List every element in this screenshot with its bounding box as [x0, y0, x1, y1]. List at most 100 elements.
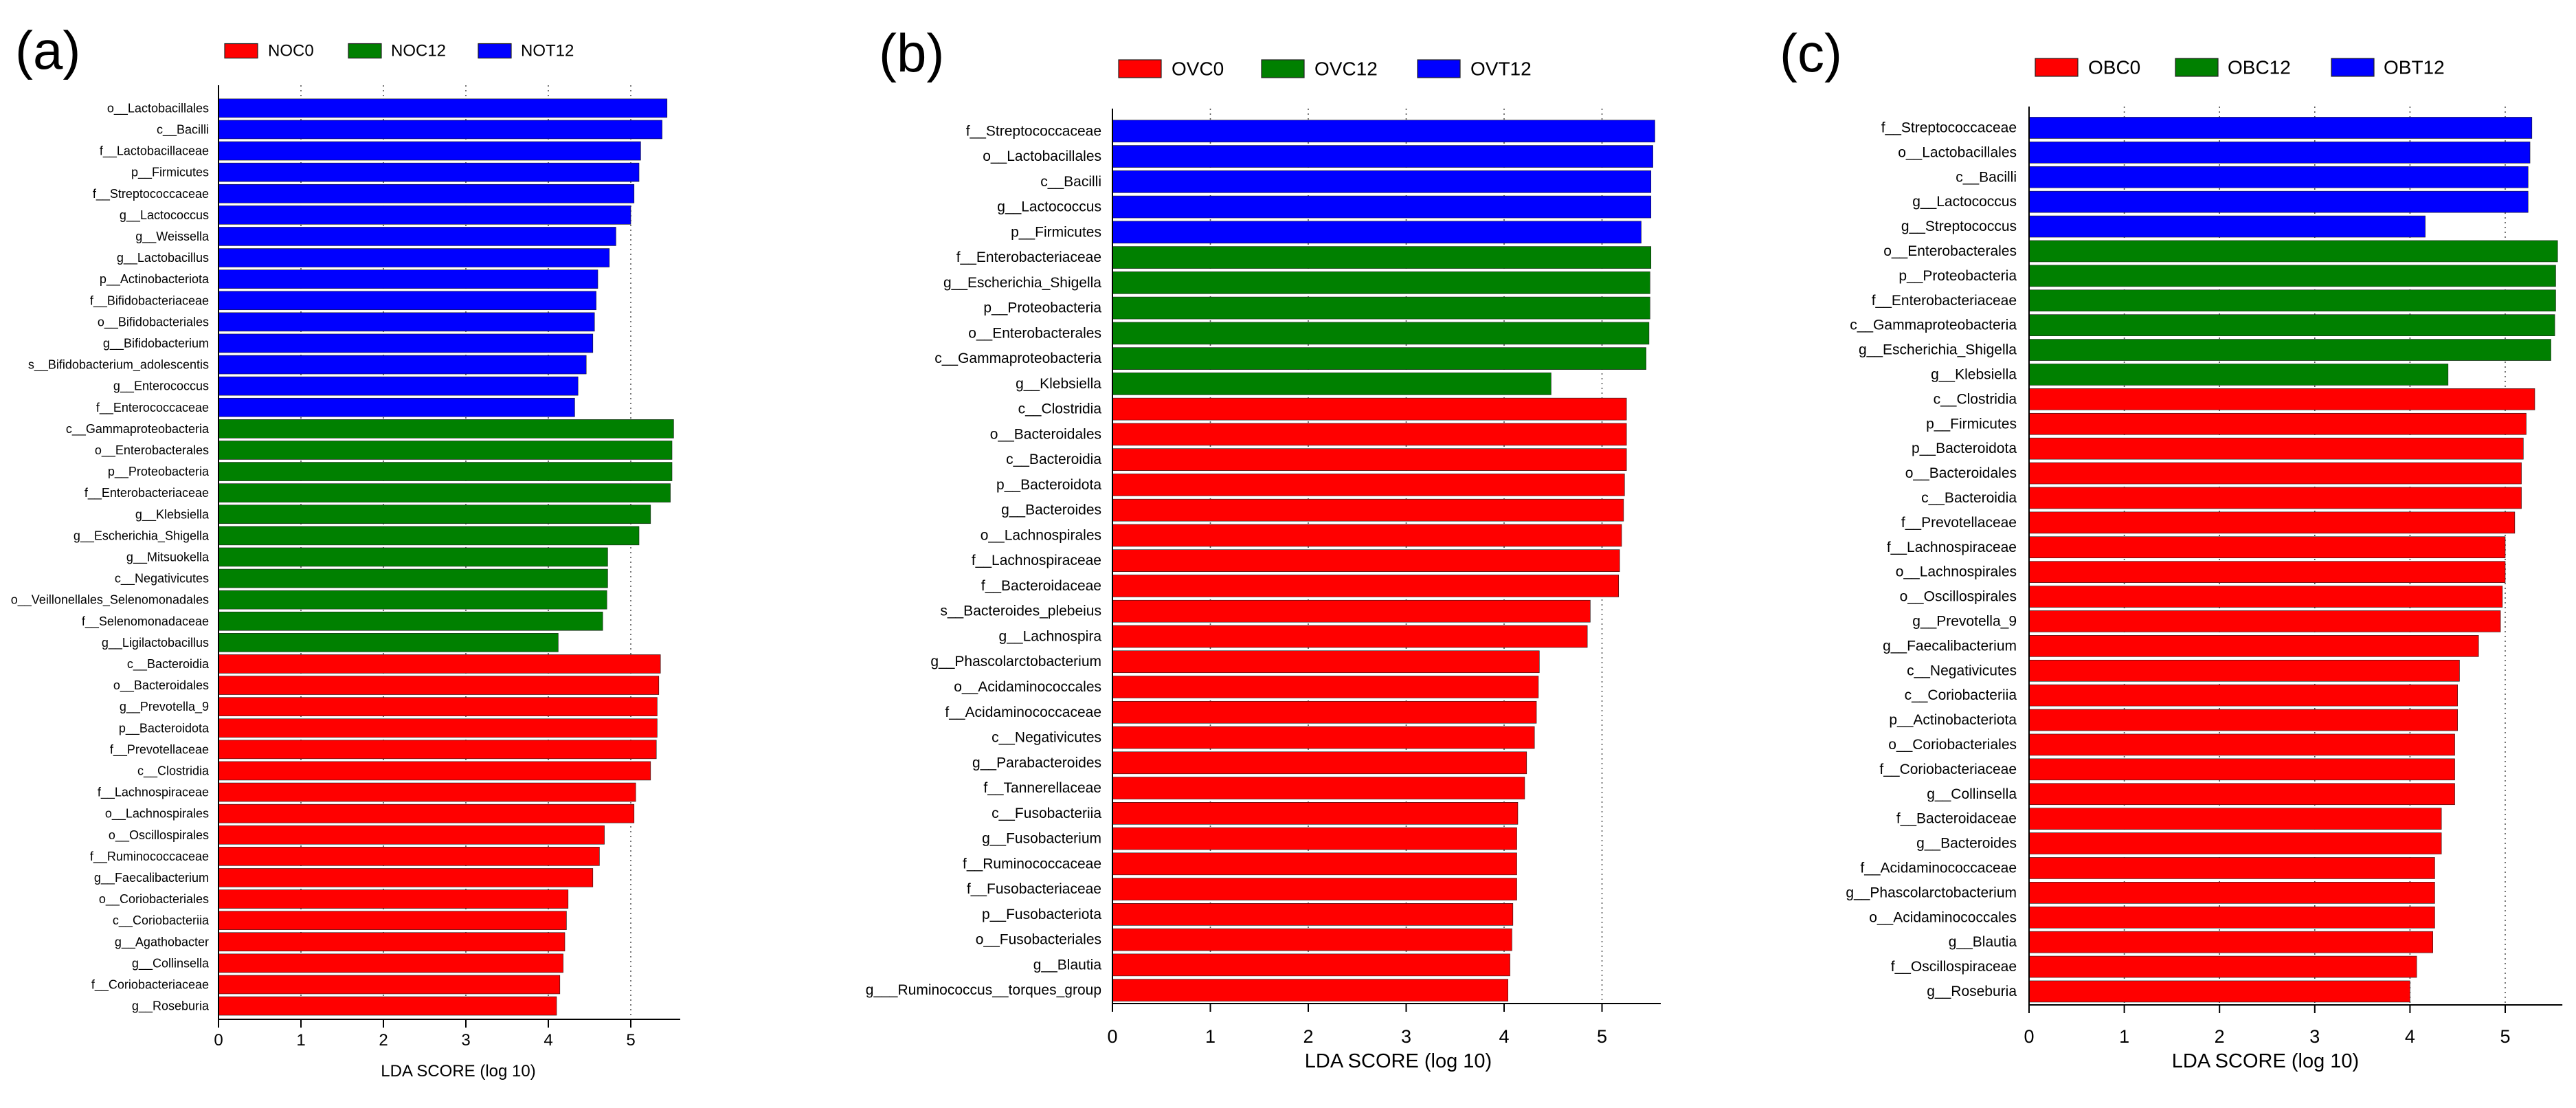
legend-item-noc0: NOC0 — [224, 42, 314, 60]
bar-f-ruminococcaceae — [1112, 852, 1517, 876]
bar-f-prevotellaceae — [2028, 511, 2516, 534]
taxon-label-f-prevotellaceae: f__Prevotellaceae — [1901, 515, 2017, 531]
bar-f-enterobacteriaceae — [1112, 246, 1652, 269]
taxon-label-o-lactobacillales: o__Lactobacillales — [983, 148, 1101, 164]
bar-f-tannerellaceae — [1112, 777, 1525, 799]
bar-o-enterobacterales — [2028, 240, 2558, 263]
taxon-label-g-escherichia-shigella: g__Escherichia_Shigella — [943, 275, 1101, 291]
legend-label: NOT12 — [521, 42, 574, 60]
bar-f-lachnospiraceae — [2028, 536, 2506, 559]
taxon-label-g-lachnospira: g__Lachnospira — [999, 628, 1102, 644]
taxon-label-g-enterococcus: g__Enterococcus — [113, 379, 209, 394]
bar-g-enterococcus — [218, 376, 579, 396]
taxon-label-c-negativicutes: c__Negativicutes — [1907, 663, 2017, 678]
taxon-labels: f__Streptococcaceae o__Lactobacillales c__… — [1846, 120, 2017, 999]
bar-c-negativicutes — [1112, 726, 1535, 749]
bar-g-escherichia-shigella — [1112, 272, 1650, 294]
x-axis-label: LDA SCORE (log 10) — [381, 1062, 535, 1081]
bar-o-bifidobacteriales — [218, 312, 595, 332]
bar-g-faecalibacterium — [218, 868, 594, 887]
x-tick-label: 0 — [2024, 1026, 2034, 1047]
legend-label: OVC12 — [1314, 58, 1378, 80]
panel-label: (a) — [15, 20, 80, 80]
bar-g-lactococcus — [1112, 195, 1652, 219]
taxon-label-o-veillonellales-selenomonadales: o__Veillonellales_Selenomonadales — [11, 593, 209, 608]
bar-f-enterococcaceae — [218, 397, 575, 417]
x-axis-ticks: 0 1 2 3 4 5 — [2024, 1005, 2511, 1047]
legend: NOC0 NOC12 NOT12 — [224, 42, 574, 60]
taxon-label-g-lactococcus: g__Lactococcus — [997, 199, 1101, 215]
taxon-label-o-bacteroidales: o__Bacteroidales — [990, 426, 1101, 442]
bar-o-enterobacterales — [218, 441, 673, 460]
bar-g-agathobacter — [218, 932, 565, 952]
taxon-label-g-prevotella-9: g__Prevotella_9 — [1912, 613, 2017, 629]
legend-swatch-ovt12 — [1417, 59, 1461, 78]
bar-f-coriobacteriaceae — [218, 975, 561, 995]
taxon-label-f-ruminococcaceae: f__Ruminococcaceae — [90, 850, 209, 864]
bar-g-phascolarctobacterium — [2028, 882, 2435, 904]
bar-f-selenomonadaceae — [218, 611, 603, 631]
taxon-label-o-acidaminococcales: o__Acidaminococcales — [1869, 909, 2017, 925]
taxon-label-g-bifidobacterium: g__Bifidobacterium — [103, 336, 209, 351]
x-tick-label: 1 — [1205, 1026, 1216, 1047]
taxon-label-o-acidaminococcales: o__Acidaminococcales — [954, 679, 1101, 695]
taxon-label-g-collinsella: g__Collinsella — [132, 956, 210, 971]
bar-p-firmicutes — [218, 162, 640, 182]
bar-o-lachnospirales — [218, 804, 635, 823]
taxon-label-f-streptococcaceae: f__Streptococcaceae — [93, 187, 209, 201]
taxon-label-p-firmicutes: p__Firmicutes — [131, 166, 209, 180]
bar-f-bifidobacteriaceae — [218, 291, 596, 311]
bar-p-firmicutes — [1112, 221, 1642, 244]
taxon-label-p-firmicutes: p__Firmicutes — [1011, 224, 1101, 240]
bars — [1112, 120, 1655, 1001]
taxon-label-g-roseburia: g__Roseburia — [1927, 984, 2017, 999]
taxon-label-f-enterobacteriaceae: f__Enterobacteriaceae — [1872, 293, 2017, 309]
bar-o-oscillospirales — [2028, 586, 2503, 608]
taxon-label-c-clostridia: c__Clostridia — [137, 764, 210, 778]
bar-c-bacteroidia — [2028, 487, 2522, 509]
legend-label: OVC0 — [1172, 58, 1224, 80]
taxon-label-c-negativicutes: c__Negativicutes — [115, 572, 209, 586]
taxon-label-c-coriobacteriia: c__Coriobacteriia — [1905, 687, 2017, 703]
bar-g-parabacteroides — [1112, 751, 1527, 775]
bar-o-acidaminococcales — [2028, 906, 2435, 929]
bar-f-lachnospiraceae — [1112, 549, 1620, 573]
taxon-label-o-lactobacillales: o__Lactobacillales — [1898, 144, 2017, 160]
bar-c-coriobacteriia — [218, 911, 567, 930]
x-axis-ticks: 0 1 2 3 4 5 — [214, 1019, 636, 1050]
taxon-labels: f__Streptococcaceae o__Lactobacillales c__… — [866, 123, 1102, 998]
taxon-label-g-collinsella: g__Collinsella — [1927, 786, 2017, 802]
panel-a: (a) NOC0 NOC12 NOT12 o__Lactobacillales c__Ba… — [11, 20, 680, 1081]
bar-g-lachnospira — [1112, 625, 1588, 648]
bar-g-lactococcus — [218, 206, 631, 225]
bar-c-gammaproteobacteria — [2028, 314, 2555, 336]
bar-g-phascolarctobacterium — [1112, 650, 1540, 674]
legend-label: OBC0 — [2088, 57, 2140, 78]
bar-g-escherichia-shigella — [218, 526, 640, 546]
bar-o-coriobacteriales — [218, 889, 569, 909]
bar-g-lactobacillus — [218, 248, 610, 267]
bar-p-bacteroidota — [1112, 474, 1625, 496]
legend-item-ovc12: OVC12 — [1261, 58, 1378, 80]
taxon-label-c-bacilli: c__Bacilli — [1040, 174, 1101, 190]
taxon-label-p-fusobacteriota: p__Fusobacteriota — [982, 907, 1101, 922]
bar-c-fusobacteriia — [1112, 802, 1519, 825]
bar-c-bacteroidia — [1112, 448, 1627, 471]
bar-f-bacteroidaceae — [1112, 575, 1620, 597]
bar-p-proteobacteria — [218, 462, 673, 481]
bar-g-prevotella-9 — [218, 697, 658, 716]
taxon-label-g-klebsiella: g__Klebsiella — [1016, 376, 1101, 392]
bar-g-prevotella-9 — [2028, 610, 2501, 632]
bar-g-collinsella — [218, 953, 563, 973]
bar-o-enterobacterales — [1112, 322, 1650, 345]
bar-s-bifidobacterium-adolescentis — [218, 355, 587, 375]
taxon-label-g-fusobacterium: g__Fusobacterium — [982, 831, 1101, 847]
taxon-label-o-lactobacillales: o__Lactobacillales — [107, 101, 209, 115]
bar-g-weissella — [218, 227, 616, 246]
taxon-label-g-faecalibacterium: g__Faecalibacterium — [94, 871, 209, 885]
taxon-label-g-mitsuokella: g__Mitsuokella — [126, 550, 210, 564]
bars — [2028, 117, 2558, 1003]
taxon-label-o-fusobacteriales: o__Fusobacteriales — [976, 932, 1101, 948]
bar-f-streptococcaceae — [218, 184, 635, 203]
